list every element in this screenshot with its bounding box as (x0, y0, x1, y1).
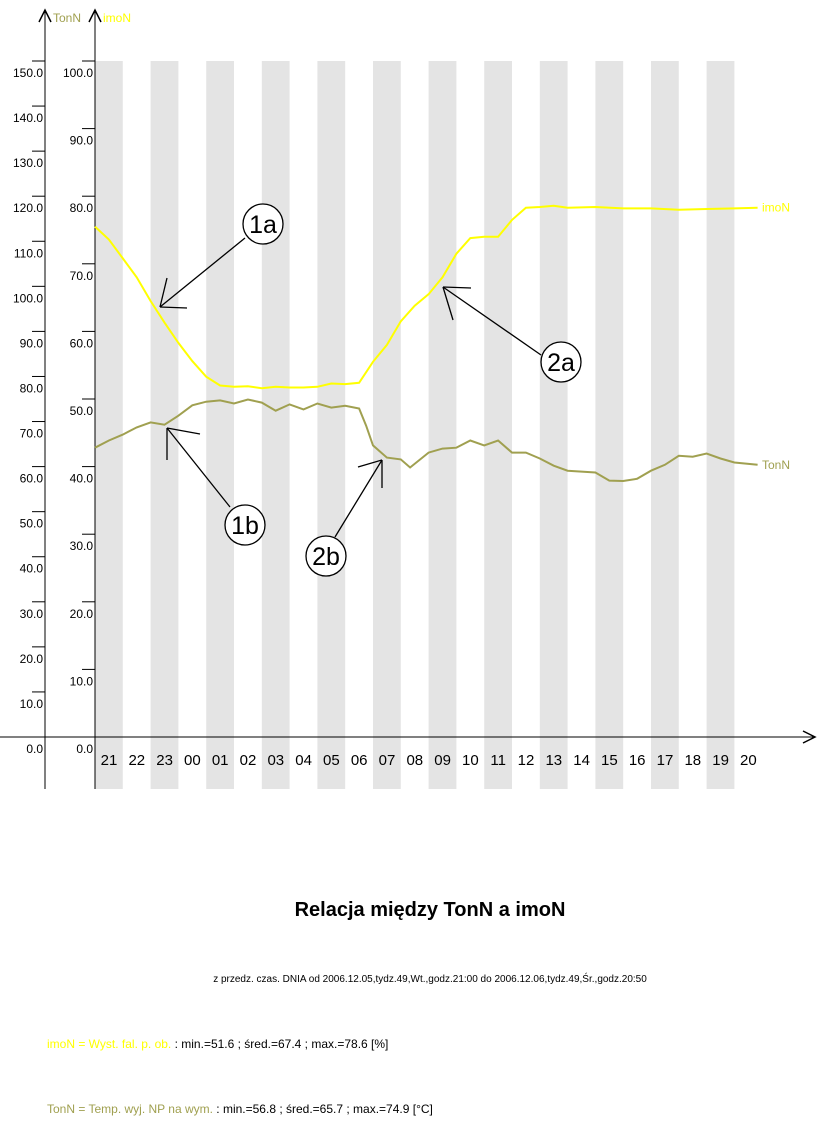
arrowhead-icon (159, 306, 188, 309)
legend-TonN-stats: : min.=56.8 ; śred.=65.7 ; max.=74.9 [°C… (212, 1102, 433, 1116)
hour-band (651, 61, 679, 789)
x-tick-label: 08 (406, 752, 423, 769)
series-label-imoN: imoN (762, 201, 790, 215)
legend-TonN-name: TonN = Temp. wyj. NP na wym. (47, 1102, 213, 1116)
chart-title: Relacja między TonN a imoN (294, 899, 566, 921)
y-tick-label: 140.0 (13, 111, 43, 125)
x-tick-label: 16 (629, 752, 646, 769)
x-tick-label: 23 (156, 752, 173, 769)
annotation-label-1a: 1a (249, 211, 277, 239)
y-tick-label: 30.0 (70, 539, 94, 553)
annotation-label-2a: 2a (547, 349, 575, 377)
annotation-circle-2b (305, 535, 347, 577)
arrowhead-icon (357, 459, 383, 468)
y-tick-label: 50.0 (70, 404, 94, 418)
y-tick-label: 20.0 (70, 607, 94, 621)
y-tick-label: 10.0 (70, 674, 94, 688)
legend-TonN: TonN = Temp. wyj. NP na wym. : min.=56.8… (47, 1102, 433, 1116)
x-tick-label: 20 (740, 752, 757, 769)
x-tick-label: 01 (212, 752, 229, 769)
arrowhead-icon (166, 427, 201, 435)
x-tick-label: 18 (684, 752, 701, 769)
x-tick-label: 10 (462, 752, 479, 769)
y-tick-label: 100.0 (63, 66, 93, 80)
legend-imoN-name: imoN = Wyst. fal. p. ob. (47, 1037, 172, 1051)
y-tick-label: 20.0 (20, 652, 44, 666)
y-tick-label: 40.0 (70, 472, 94, 486)
x-tick-label: 11 (490, 752, 506, 769)
axis-label-imoN: imoN (103, 11, 131, 25)
axis-arrow-icon (802, 730, 817, 744)
y-tick-label: 90.0 (70, 134, 94, 148)
y-tick-label: 130.0 (13, 156, 43, 170)
chart: TonN 0.0 10.0 20.0 30.0 40.0 50.0 60.0 70.0 80.0 9… (0, 8, 817, 789)
hour-band (595, 61, 624, 789)
annotation-label-1b: 1b (231, 512, 259, 540)
y-tick-label: 80.0 (70, 201, 94, 215)
arrowhead-icon (159, 277, 168, 308)
x-tick-label: 00 (184, 752, 201, 769)
hour-band (428, 61, 457, 789)
annotation-circle-2a (540, 341, 582, 383)
x-tick-label: 17 (657, 752, 674, 769)
x-tick-label: 03 (267, 752, 284, 769)
y-tick-label: 70.0 (20, 427, 44, 441)
annotation-circle-1b (224, 504, 266, 546)
axis-arrow-icon (38, 8, 52, 23)
y-tick-label: 60.0 (20, 472, 44, 486)
axis-arrow-icon (88, 8, 102, 23)
y-tick-label: 80.0 (20, 381, 44, 395)
x-tick-label: 13 (545, 752, 562, 769)
annotation-circle-1a (242, 203, 284, 245)
y-tick-label: 50.0 (20, 517, 44, 531)
y-tick-label: 10.0 (20, 697, 44, 711)
y-tick-label: 60.0 (70, 336, 94, 350)
hour-band (261, 61, 290, 789)
hour-band (706, 61, 735, 789)
series-line-TonN (94, 398, 758, 483)
series-label-TonN: TonN (762, 458, 790, 472)
y-tick-label: 40.0 (20, 562, 44, 576)
y-tick-label: 90.0 (20, 336, 44, 350)
annotation-arrow-1b (166, 427, 231, 508)
y-tick-label: 0.0 (76, 742, 93, 756)
x-tick-label: 09 (434, 752, 451, 769)
hour-band (206, 61, 234, 789)
legend-imoN: imoN = Wyst. fal. p. ob. : min.=51.6 ; ś… (47, 1037, 388, 1051)
y-tick-label: 30.0 (20, 607, 44, 621)
x-tick-label: 02 (240, 752, 257, 769)
y-tick-label: 120.0 (13, 201, 43, 215)
y-tick-label: 0.0 (26, 742, 43, 756)
legend-imoN-stats: : min.=51.6 ; śred.=67.4 ; max.=78.6 [%] (171, 1037, 389, 1051)
x-tick-label: 14 (573, 752, 590, 769)
x-tick-label: 12 (518, 752, 535, 769)
arrowhead-icon (442, 286, 454, 321)
x-tick-label: 21 (101, 752, 118, 769)
hour-band (373, 61, 401, 789)
arrowhead-icon (442, 286, 472, 289)
y-tick-label: 100.0 (13, 291, 43, 305)
hour-band (317, 61, 346, 789)
annotation-arrow-2b (334, 459, 383, 538)
x-tick-label: 07 (379, 752, 396, 769)
y-tick-label: 150.0 (13, 66, 43, 80)
series-line-imoN (94, 204, 758, 390)
x-tick-label: 04 (295, 752, 312, 769)
axis-label-TonN: TonN (53, 11, 81, 25)
x-tick-label: 05 (323, 752, 340, 769)
chart-subtitle: z przedz. czas. DNIA od 2006.12.05,tydz.… (213, 974, 647, 985)
x-tick-label: 06 (351, 752, 368, 769)
annotation-label-2b: 2b (312, 543, 340, 571)
hour-band (95, 61, 123, 789)
y-tick-label: 70.0 (70, 269, 94, 283)
annotation-arrow-2a (442, 286, 542, 356)
x-tick-label: 22 (128, 752, 145, 769)
y-tick-label: 110.0 (14, 246, 43, 260)
annotation-arrow-1a (159, 237, 246, 308)
x-tick-label: 15 (601, 752, 618, 769)
hour-band (484, 61, 512, 789)
x-tick-label: 19 (712, 752, 729, 769)
hour-band (539, 61, 568, 789)
